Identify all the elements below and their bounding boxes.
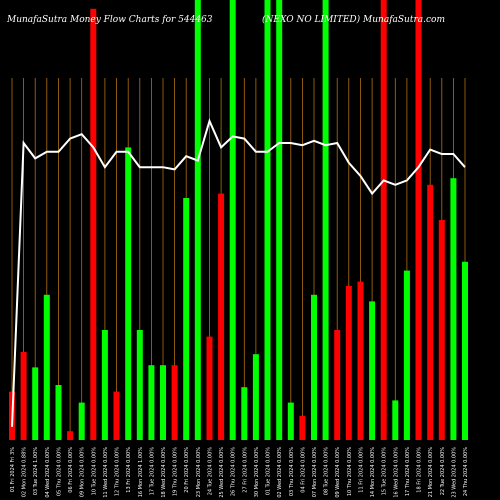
- bar-inflow: [311, 294, 317, 440]
- x-tick-label: 23 Wed 2024 0.00%: [451, 447, 457, 498]
- bar-outflow: [206, 336, 213, 440]
- x-tick-label: 30 Mon 2024 0.00%: [254, 447, 260, 498]
- bar-inflow: [392, 400, 399, 440]
- bar-inflow: [462, 261, 468, 440]
- bar-outflow: [67, 431, 74, 440]
- chart-title-left: MunafaSutra Money Flow Charts for 544463: [6, 15, 213, 25]
- bar-inflow: [252, 354, 259, 440]
- x-tick-label: 16 Mon 2024 1.00%: [138, 447, 144, 498]
- x-tick-label: 24 Thu 2024 0.00%: [463, 447, 469, 496]
- bar-outflow: [20, 352, 27, 440]
- x-tick-label: 08 Tue 2024 0.00%: [324, 447, 330, 496]
- bar-outflow: [415, 0, 422, 440]
- bar-inflow: [183, 198, 190, 440]
- bar-outflow: [357, 281, 364, 440]
- x-tick-label: 05 Thu 2024 0.00%: [57, 447, 63, 496]
- bar-inflow: [160, 365, 166, 440]
- x-tick-label: 21 Mon 2024 0.00%: [428, 447, 434, 498]
- x-tick-label: 11 Fri 2024 0.00%: [359, 447, 365, 493]
- bar-inflow: [264, 0, 271, 440]
- x-tick-label: 18 Fri 2024 0.00%: [417, 447, 423, 493]
- x-tick-label: 13 Fri 2024 0.00%: [126, 447, 132, 493]
- x-tick-label: 25 Wed 2024 0.00%: [219, 447, 225, 498]
- bar-outflow: [299, 415, 306, 440]
- x-tick-label: 09 Wed 2024 0.00%: [335, 447, 341, 498]
- x-tick-label: 04 Wed 2024 0.00%: [45, 447, 51, 498]
- money-flow-line: [11, 118, 466, 427]
- bar-outflow: [113, 391, 120, 440]
- x-tick-label: 26 Thu 2024 0.00%: [231, 447, 237, 496]
- bar-inflow: [101, 330, 108, 440]
- bar-outflow: [90, 8, 97, 441]
- bar-inflow: [322, 0, 329, 440]
- bar-outflow: [218, 193, 225, 440]
- x-tick-label: 22 Tue 2024 0.00%: [440, 447, 446, 496]
- bar-outflow: [427, 184, 434, 440]
- bar-outflow: [438, 220, 445, 440]
- x-tick-label: 23 Mon 2024 0.00%: [196, 447, 202, 498]
- x-tick-label: 02 Mon 2024 0.88%: [22, 447, 28, 498]
- x-tick-label: 03 Thu 2024 0.00%: [289, 447, 295, 496]
- chart-title-right: (NEXO NO LIMITED) MunafaSutra.com: [262, 14, 445, 25]
- x-tick-label: 27 Fri 2024 0.00%: [242, 447, 248, 493]
- bar-inflow: [55, 385, 62, 440]
- bar-inflow: [403, 270, 410, 440]
- bar-inflow: [229, 0, 236, 440]
- bar-inflow: [369, 301, 376, 440]
- x-tick-label: 01 Tue 2024 0.00%: [266, 447, 272, 496]
- x-tick-label: 10 Thu 2024 0.00%: [347, 447, 353, 496]
- bar-series: [9, 0, 468, 441]
- x-tick-label: 20 Fri 2024 0.00%: [184, 447, 190, 493]
- x-tick-label: 16 Wed 2024 0.00%: [393, 447, 399, 498]
- x-tick-label: 24 Tue 2024 0.00%: [208, 447, 214, 496]
- x-tick-label: 09 Mon 2024 0.00%: [80, 447, 86, 498]
- bar-inflow: [43, 294, 50, 440]
- x-tick-label: 15 Tue 2024 0.00%: [382, 447, 388, 496]
- bar-inflow: [194, 0, 201, 440]
- bar-outflow: [345, 286, 352, 440]
- bar-inflow: [450, 178, 457, 440]
- x-tick-label: 03 Tue 2024 1.00%: [33, 447, 39, 496]
- bar-outflow: [380, 0, 387, 440]
- x-tick-label: 17 Tue 2024 0.00%: [149, 447, 155, 496]
- x-tick-label: 14 Mon 2024 0.00%: [370, 447, 376, 498]
- x-tick-labels: 01 Fri 2024 Fri 3% 02 Mon 2024 0.88% 03 Tu…: [10, 447, 469, 498]
- bar-inflow: [148, 365, 155, 440]
- x-tick-label: 01 Fri 2024 Fri 3%: [10, 447, 16, 493]
- x-tick-label: 10 Tue 2024 0.00%: [91, 447, 97, 496]
- x-tick-label: 07 Mon 2024 0.00%: [312, 447, 318, 498]
- x-tick-label: 02 Wed 2024 0.00%: [277, 447, 283, 498]
- bar-inflow: [125, 147, 132, 440]
- bar-inflow: [78, 402, 85, 440]
- bar-outflow: [171, 365, 178, 440]
- bar-outflow: [334, 330, 341, 440]
- x-tick-label: 19 Thu 2024 0.00%: [173, 447, 179, 496]
- bar-inflow: [241, 387, 248, 440]
- bar-inflow: [32, 367, 39, 440]
- bar-inflow: [136, 330, 143, 440]
- x-tick-label: 04 Fri 2024 0.00%: [300, 447, 306, 493]
- x-tick-label: 17 Thu 2024 0.00%: [405, 447, 411, 496]
- x-tick-label: 12 Thu 2024 0.00%: [115, 447, 121, 496]
- x-tick-label: 18 Wed 2024 0.00%: [161, 447, 167, 498]
- x-tick-label: 11 Wed 2024 0.00%: [103, 447, 109, 498]
- x-tick-label: 06 Fri 2024 0.00%: [68, 447, 74, 493]
- bar-inflow: [287, 402, 294, 440]
- bar-inflow: [276, 0, 283, 440]
